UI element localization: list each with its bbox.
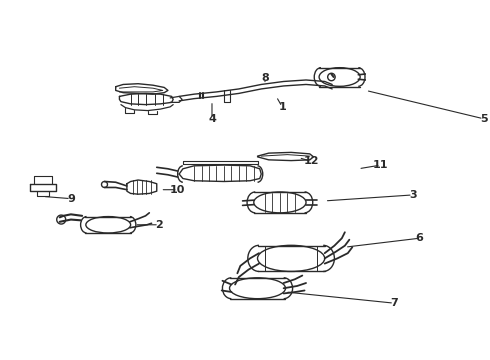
Text: 4: 4 [208, 114, 216, 124]
Text: 5: 5 [480, 114, 488, 124]
Text: 6: 6 [416, 233, 423, 243]
Text: 2: 2 [155, 220, 163, 230]
Text: 1: 1 [278, 102, 286, 112]
Text: 3: 3 [409, 190, 416, 200]
Text: 11: 11 [373, 160, 389, 170]
Text: 9: 9 [67, 194, 75, 204]
Text: 10: 10 [170, 185, 185, 195]
Text: 12: 12 [303, 156, 319, 166]
Text: 8: 8 [261, 73, 269, 84]
Text: 7: 7 [390, 298, 398, 308]
